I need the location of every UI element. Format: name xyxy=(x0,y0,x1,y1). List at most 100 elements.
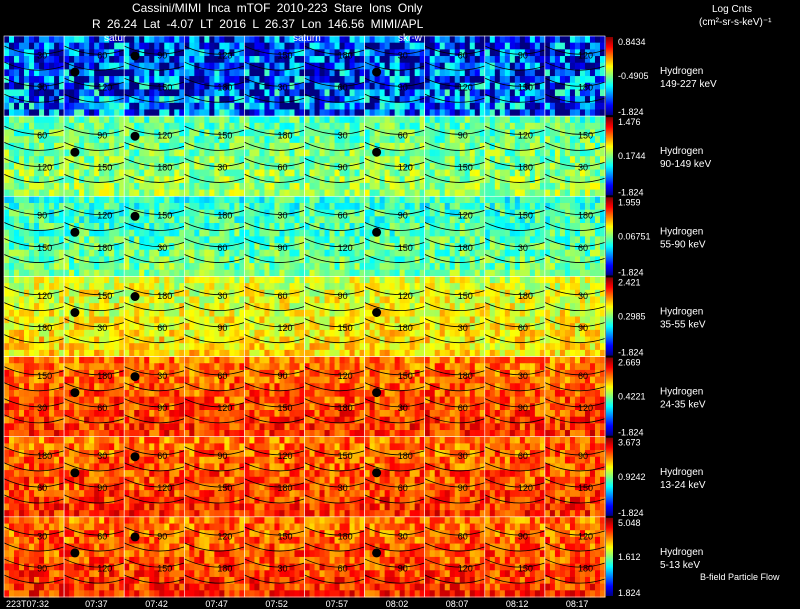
heatmap-cell xyxy=(489,182,496,191)
heatmap-cell xyxy=(19,236,25,244)
heatmap-cell xyxy=(229,42,235,50)
heatmap-cell xyxy=(424,216,431,224)
heatmap-cell xyxy=(554,169,561,177)
heatmap-cell xyxy=(194,116,200,124)
heatmap-cell xyxy=(429,263,436,271)
heatmap-cell xyxy=(559,42,566,50)
heatmap-cell xyxy=(274,216,281,224)
heatmap-cell xyxy=(389,156,396,164)
heatmap-cell xyxy=(314,102,321,111)
heatmap-cell xyxy=(319,129,326,137)
heatmap-cell xyxy=(74,216,80,224)
heatmap-cell xyxy=(429,102,436,111)
heatmap-cell xyxy=(79,42,85,50)
heatmap-cell xyxy=(234,122,240,131)
heatmap-cell xyxy=(189,42,195,50)
heatmap-cell xyxy=(314,256,321,264)
heatmap-cell xyxy=(4,176,10,184)
heatmap-cell xyxy=(459,69,466,77)
heatmap-cell xyxy=(44,149,50,157)
heatmap-cell xyxy=(149,76,155,84)
heatmap-cell xyxy=(284,62,291,70)
heatmap-cell xyxy=(514,256,521,264)
heatmap-cell xyxy=(539,269,546,278)
heatmap-cell xyxy=(354,196,361,204)
heatmap-cell xyxy=(99,289,105,298)
heatmap-cell xyxy=(539,109,546,117)
heatmap-cell xyxy=(249,96,256,104)
heatmap-cell xyxy=(204,102,210,111)
heatmap-cell xyxy=(584,62,591,70)
heatmap-cell xyxy=(189,162,195,171)
heatmap-cell xyxy=(94,102,100,111)
heatmap-cell xyxy=(69,89,75,97)
heatmap-cell xyxy=(74,323,80,331)
heatmap-cell xyxy=(9,102,15,111)
heatmap-cell xyxy=(574,229,581,237)
heatmap-cell xyxy=(284,109,291,117)
heatmap-cell xyxy=(459,169,466,177)
heatmap-cell xyxy=(24,89,30,97)
heatmap-cell xyxy=(594,216,601,224)
heatmap-cell xyxy=(114,229,120,237)
heatmap-cell xyxy=(219,216,225,224)
heatmap-cell xyxy=(119,136,125,144)
heatmap-cell xyxy=(494,149,501,157)
heatmap-cell xyxy=(499,169,506,177)
heatmap-cell xyxy=(239,269,245,278)
heatmap-cell xyxy=(99,49,105,57)
heatmap-cell xyxy=(49,82,55,91)
heatmap-cell xyxy=(454,196,461,204)
heatmap-cell xyxy=(29,42,35,50)
heatmap-cell xyxy=(454,236,461,244)
heatmap-cell xyxy=(39,76,45,84)
heatmap-cell xyxy=(349,229,356,237)
heatmap-cell xyxy=(234,129,240,137)
heatmap-cell xyxy=(494,156,501,164)
heatmap-cell xyxy=(469,42,476,50)
heatmap-cell xyxy=(419,129,426,137)
heatmap-cell xyxy=(39,49,45,57)
heatmap-cell xyxy=(199,102,205,111)
heatmap-cell xyxy=(264,136,271,144)
heatmap-cell xyxy=(134,196,140,204)
heatmap-cell xyxy=(29,263,35,271)
heatmap-cell xyxy=(409,142,416,151)
heatmap-cell xyxy=(104,343,110,351)
heatmap-cell xyxy=(114,142,120,151)
heatmap-cell xyxy=(389,109,396,117)
heatmap-cell xyxy=(329,102,336,111)
heatmap-cell xyxy=(434,182,441,191)
heatmap-cell xyxy=(44,89,50,97)
heatmap-cell xyxy=(354,49,361,57)
heatmap-cell xyxy=(39,196,45,204)
heatmap-cell xyxy=(514,156,521,164)
heatmap-cell xyxy=(564,236,571,244)
heatmap-cell xyxy=(414,182,421,191)
heatmap-cell xyxy=(139,162,145,171)
heatmap-cell xyxy=(459,149,466,157)
heatmap-cell xyxy=(44,142,50,151)
heatmap-cell xyxy=(209,69,215,77)
heatmap-cell xyxy=(489,169,496,177)
heatmap-cell xyxy=(199,236,205,244)
heatmap-cell xyxy=(559,263,566,271)
heatmap-cell xyxy=(339,223,346,231)
heatmap-cell xyxy=(149,323,155,331)
contour-line xyxy=(124,45,185,55)
heatmap-cell xyxy=(549,176,556,184)
heatmap-cell xyxy=(494,69,501,77)
heatmap-cell xyxy=(554,216,561,224)
heatmap-cell xyxy=(74,202,80,211)
heatmap-cell xyxy=(174,49,180,57)
heatmap-cell xyxy=(499,76,506,84)
heatmap-cell xyxy=(19,349,25,358)
contour-line xyxy=(304,173,365,183)
heatmap-cell xyxy=(514,116,521,124)
heatmap-cell xyxy=(159,62,165,70)
heatmap-cell xyxy=(504,236,511,244)
heatmap-cell xyxy=(49,136,55,144)
heatmap-cell xyxy=(219,196,225,204)
